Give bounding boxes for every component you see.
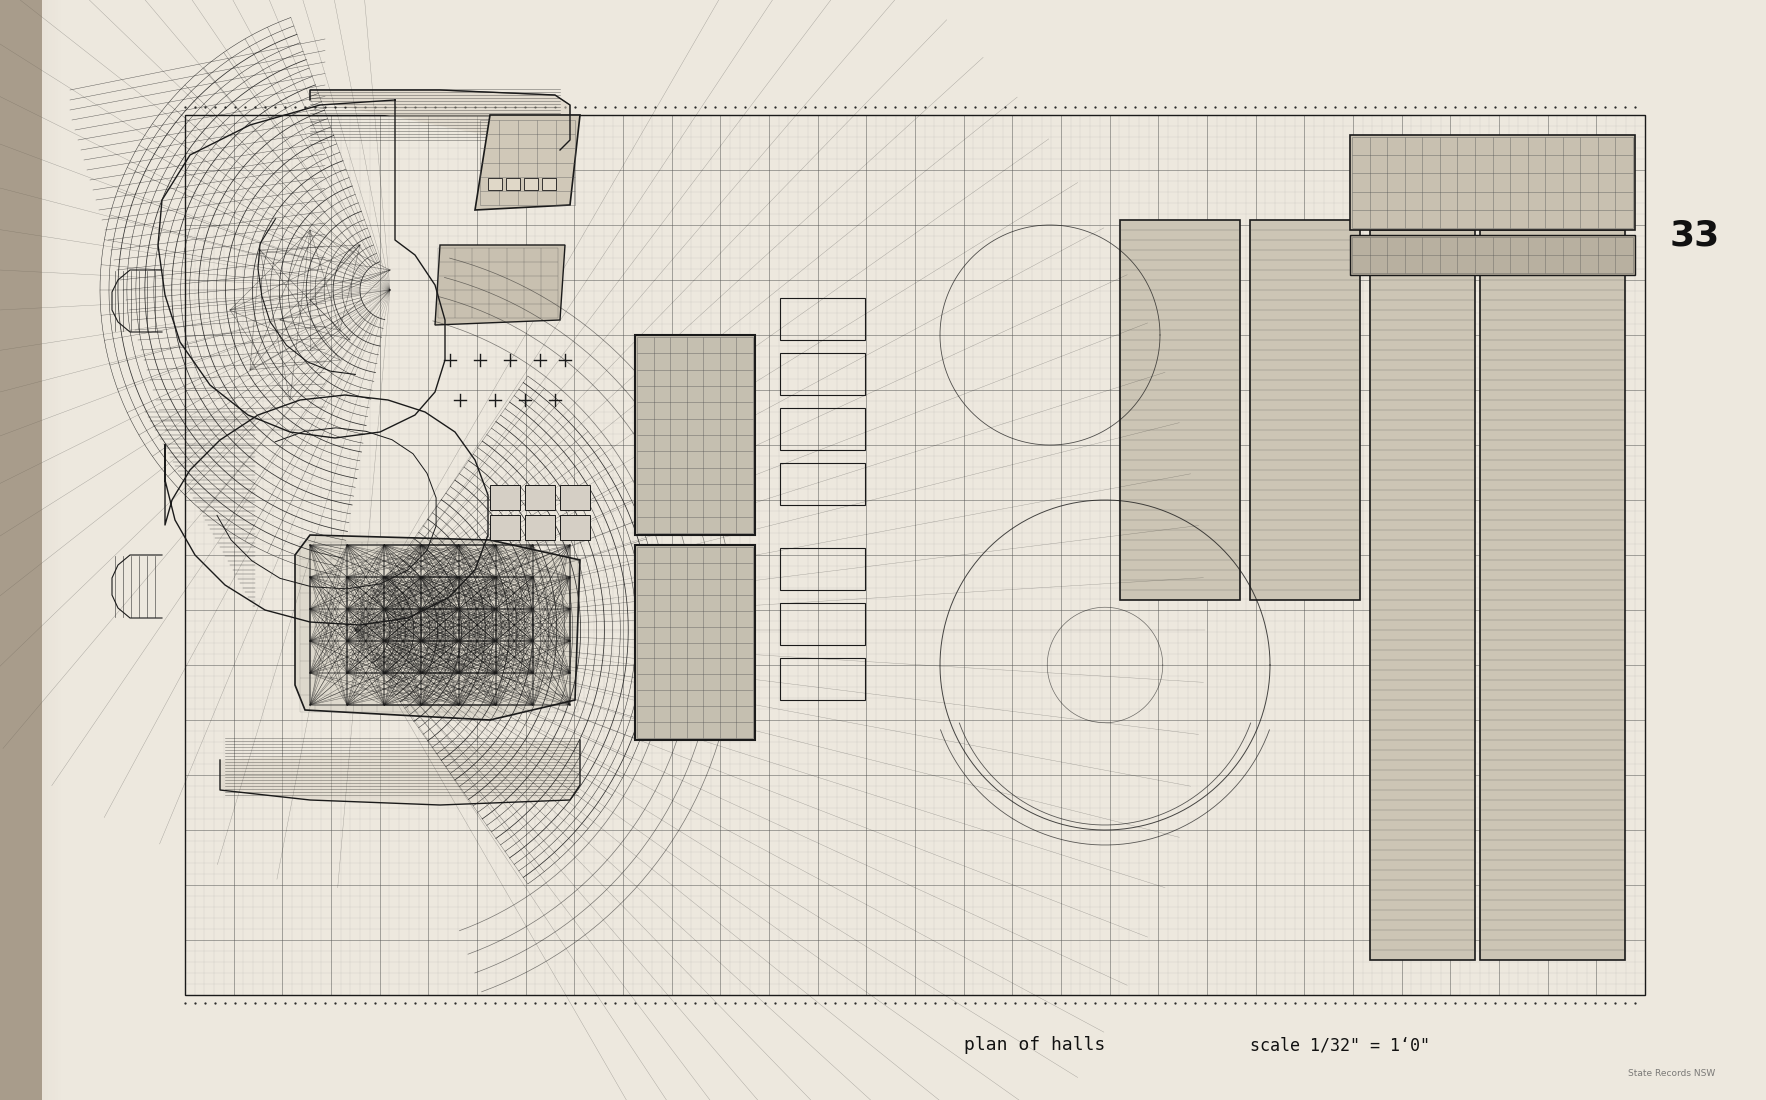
Bar xyxy=(487,178,502,190)
Polygon shape xyxy=(475,116,579,210)
Polygon shape xyxy=(311,90,570,150)
Bar xyxy=(0,0,42,1100)
Bar xyxy=(1120,220,1240,600)
Bar xyxy=(525,178,539,190)
Bar xyxy=(560,515,590,540)
Bar xyxy=(1349,135,1635,230)
Bar xyxy=(636,336,756,535)
Bar xyxy=(1250,220,1360,600)
Bar xyxy=(1480,230,1625,960)
Polygon shape xyxy=(221,740,579,805)
Bar xyxy=(781,548,865,590)
Polygon shape xyxy=(434,245,565,324)
Text: plan of halls: plan of halls xyxy=(964,1036,1106,1054)
Bar xyxy=(781,463,865,505)
Polygon shape xyxy=(295,535,579,720)
Bar xyxy=(185,116,1644,996)
Bar xyxy=(1349,235,1635,275)
Bar xyxy=(636,544,756,740)
Bar xyxy=(781,408,865,450)
Bar xyxy=(781,603,865,645)
Bar xyxy=(489,515,519,540)
Bar xyxy=(781,658,865,700)
Bar xyxy=(525,515,555,540)
Bar xyxy=(781,353,865,395)
Bar xyxy=(489,485,519,510)
Bar xyxy=(542,178,556,190)
Text: 33: 33 xyxy=(1671,218,1720,252)
Bar xyxy=(781,298,865,340)
Bar xyxy=(560,485,590,510)
Text: State Records NSW: State Records NSW xyxy=(1628,1069,1715,1078)
Bar xyxy=(1370,230,1475,960)
Text: scale 1/32" = 1‘0": scale 1/32" = 1‘0" xyxy=(1250,1036,1430,1054)
Bar xyxy=(507,178,519,190)
Bar xyxy=(525,485,555,510)
